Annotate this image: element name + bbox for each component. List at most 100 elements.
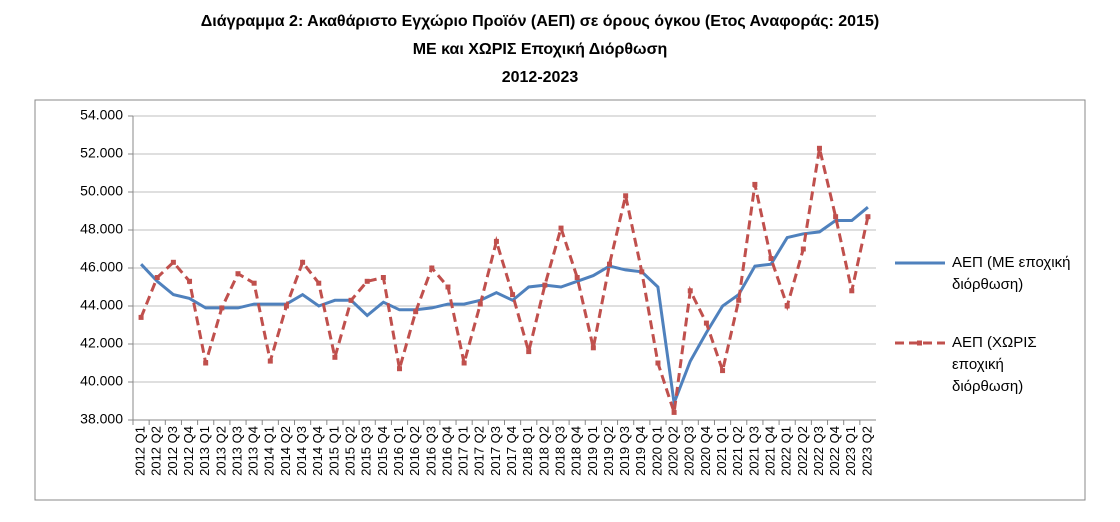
x-tick-label: 2016 Q4 <box>439 426 454 476</box>
series-marker <box>623 193 629 199</box>
x-tick-label: 2012 Q1 <box>133 426 148 476</box>
x-tick-label: 2012 Q4 <box>181 426 196 476</box>
x-tick-label: 2015 Q1 <box>326 426 341 476</box>
series-marker <box>865 214 871 220</box>
series-marker <box>510 292 516 298</box>
x-tick-label: 2019 Q2 <box>601 426 616 476</box>
series-marker <box>138 314 144 320</box>
series-marker <box>219 305 225 311</box>
series-marker <box>800 246 806 252</box>
series-marker <box>542 282 548 288</box>
chart-title: Διάγραμμα 2: Ακαθάριστο Εγχώριο Προϊόν (… <box>201 13 879 30</box>
x-tick-label: 2020 Q2 <box>666 426 681 476</box>
legend-label: ΑΕΠ (ΜΕ εποχική διόρθωση) <box>952 254 1071 293</box>
series-marker <box>833 214 839 220</box>
x-tick-label: 2018 Q4 <box>569 426 584 476</box>
series-marker <box>574 275 580 280</box>
series-marker <box>655 360 661 366</box>
x-tick-label: 2022 Q2 <box>795 426 810 476</box>
x-tick-label: 2014 Q4 <box>310 426 325 476</box>
series-marker <box>380 275 386 280</box>
x-tick-label: 2018 Q3 <box>552 426 567 476</box>
series-marker <box>703 320 709 326</box>
series-marker <box>606 261 612 267</box>
series-marker <box>784 303 790 309</box>
y-tick-label: 44.000 <box>80 297 123 313</box>
x-tick-label: 2017 Q4 <box>504 426 519 476</box>
x-tick-label: 2014 Q3 <box>294 426 309 476</box>
series-marker <box>364 278 370 284</box>
y-tick-label: 40.000 <box>80 373 123 389</box>
series-marker <box>429 265 435 271</box>
x-tick-label: 2022 Q3 <box>811 426 826 476</box>
x-tick-label: 2020 Q1 <box>649 426 664 476</box>
y-tick-label: 38.000 <box>80 411 123 427</box>
series-marker <box>348 297 354 303</box>
x-tick-label: 2017 Q3 <box>488 426 503 476</box>
series-marker <box>235 271 241 277</box>
x-tick-label: 2021 Q1 <box>714 426 729 476</box>
x-tick-label: 2023 Q1 <box>843 426 858 476</box>
series-marker <box>187 278 193 284</box>
x-tick-label: 2017 Q1 <box>456 426 471 476</box>
x-tick-label: 2013 Q2 <box>213 426 228 476</box>
chart-border <box>34 99 1086 501</box>
x-tick-label: 2020 Q4 <box>698 426 713 476</box>
x-tick-label: 2016 Q1 <box>391 426 406 476</box>
x-tick-label: 2014 Q2 <box>278 426 293 476</box>
x-tick-label: 2020 Q3 <box>682 426 697 476</box>
x-tick-label: 2012 Q2 <box>149 426 164 476</box>
x-tick-label: 2023 Q2 <box>859 426 874 476</box>
series-marker <box>752 181 758 187</box>
x-tick-label: 2014 Q1 <box>262 426 277 476</box>
x-tick-label: 2017 Q2 <box>472 426 487 476</box>
legend-label: ΑΕΠ (ΧΩΡΙΣ εποχική διόρθωση) <box>952 334 1037 395</box>
x-tick-label: 2019 Q4 <box>633 426 648 476</box>
series-marker <box>445 284 451 290</box>
series-marker <box>283 303 289 309</box>
y-tick-label: 52.000 <box>80 145 123 161</box>
x-tick-label: 2019 Q3 <box>617 426 632 476</box>
x-tick-label: 2013 Q4 <box>246 426 261 476</box>
series-line <box>139 147 870 413</box>
x-tick-label: 2019 Q1 <box>585 426 600 476</box>
chart-period: 2012-2023 <box>502 69 579 86</box>
series-marker <box>558 225 564 231</box>
series-marker <box>493 238 499 244</box>
series-marker <box>736 297 742 303</box>
x-tick-label: 2021 Q4 <box>762 426 777 476</box>
y-tick-label: 46.000 <box>80 259 123 275</box>
series-marker <box>477 301 483 307</box>
series-marker <box>170 259 176 265</box>
series-marker <box>849 288 855 294</box>
y-tick-label: 50.000 <box>80 183 123 199</box>
x-tick-label: 2021 Q3 <box>746 426 761 476</box>
series-marker <box>720 368 726 374</box>
x-tick-label: 2022 Q1 <box>779 426 794 476</box>
y-tick-label: 48.000 <box>80 221 123 237</box>
series-marker <box>526 349 532 355</box>
series-marker <box>413 309 419 315</box>
series-marker <box>768 256 774 261</box>
series-marker <box>590 345 596 351</box>
series-marker <box>251 280 257 286</box>
series-marker <box>397 366 403 372</box>
series-marker <box>671 409 677 415</box>
x-tick-label: 2015 Q3 <box>359 426 374 476</box>
x-tick-label: 2013 Q1 <box>197 426 212 476</box>
y-tick-label: 54.000 <box>80 107 123 123</box>
series-marker <box>332 354 338 360</box>
series-line <box>140 206 869 409</box>
series-marker <box>154 275 160 280</box>
x-tick-label: 2012 Q3 <box>165 426 180 476</box>
x-tick-label: 2015 Q2 <box>342 426 357 476</box>
x-tick-label: 2013 Q3 <box>229 426 244 476</box>
x-tick-label: 2016 Q2 <box>407 426 422 476</box>
x-tick-label: 2016 Q3 <box>423 426 438 476</box>
series-marker <box>267 358 273 364</box>
series-marker <box>316 280 322 286</box>
x-tick-label: 2015 Q4 <box>375 426 390 476</box>
x-tick-label: 2022 Q4 <box>827 426 842 476</box>
